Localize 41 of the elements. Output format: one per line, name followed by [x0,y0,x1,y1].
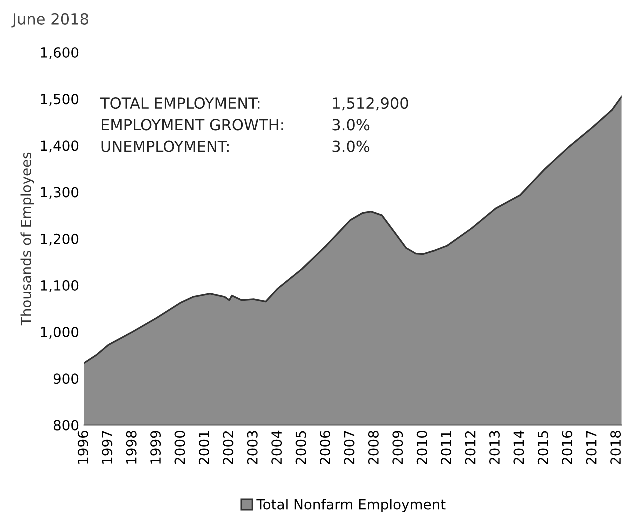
annotation: UNEMPLOYMENT: [102,140,229,152]
y-axis-title: Thousands of Employees [20,152,34,326]
x-tick-label: 2003 [247,431,258,464]
x-tick-label: 1996 [78,430,88,464]
y-tick-label: 1,200 [41,234,79,246]
x-tick-label: 2002 [223,432,234,464]
y-tick-label: 1,100 [41,280,79,292]
legend-label: Total Nonfarm Employment [256,499,446,512]
x-tick-label: 2010 [416,431,428,464]
x-tick-label: 2008 [368,431,379,464]
y-tick-label: 1,400 [41,140,79,153]
x-tick-label: 2009 [392,431,404,464]
x-tick-label: 2001 [198,431,210,464]
x-tick-label: 2012 [465,432,476,464]
x-tick-label: 2011 [441,431,452,464]
x-tick-label: 2017 [586,431,597,464]
y-tick-label: 1,000 [41,327,79,339]
annotation: EMPLOYMENT GROWTH: [102,119,284,131]
x-tick-label: 2014 [514,430,524,464]
x-tick-label: 2007 [344,431,355,464]
chart-title: June 2018 [12,13,88,28]
annotation: 3.0% [332,140,370,152]
annotation: TOTAL EMPLOYMENT: [100,98,260,110]
x-tick-label: 2005 [296,431,306,464]
x-tick-label: 2018 [610,431,622,464]
x-tick-label: 2006 [320,430,331,464]
x-tick-label: 2004 [272,430,282,464]
annotation: 3.0% [332,119,370,131]
y-tick-label: 1,300 [41,187,79,200]
y-tick-label: 1,600 [41,47,79,60]
x-tick-label: 1999 [150,431,162,464]
y-tick-label: 1,500 [41,94,79,106]
x-tick-label: 2015 [538,431,548,464]
annotation: 1,512,900 [333,98,408,111]
x-tick-label: 2013 [490,431,500,464]
x-tick-label: 2016 [562,430,573,464]
y-tick-label: 900 [54,374,79,384]
x-tick-label: 2000 [174,431,186,464]
y-tick-label: 800 [54,420,79,431]
x-tick-label: 1998 [126,431,137,464]
x-tick-label: 1997 [102,431,113,464]
